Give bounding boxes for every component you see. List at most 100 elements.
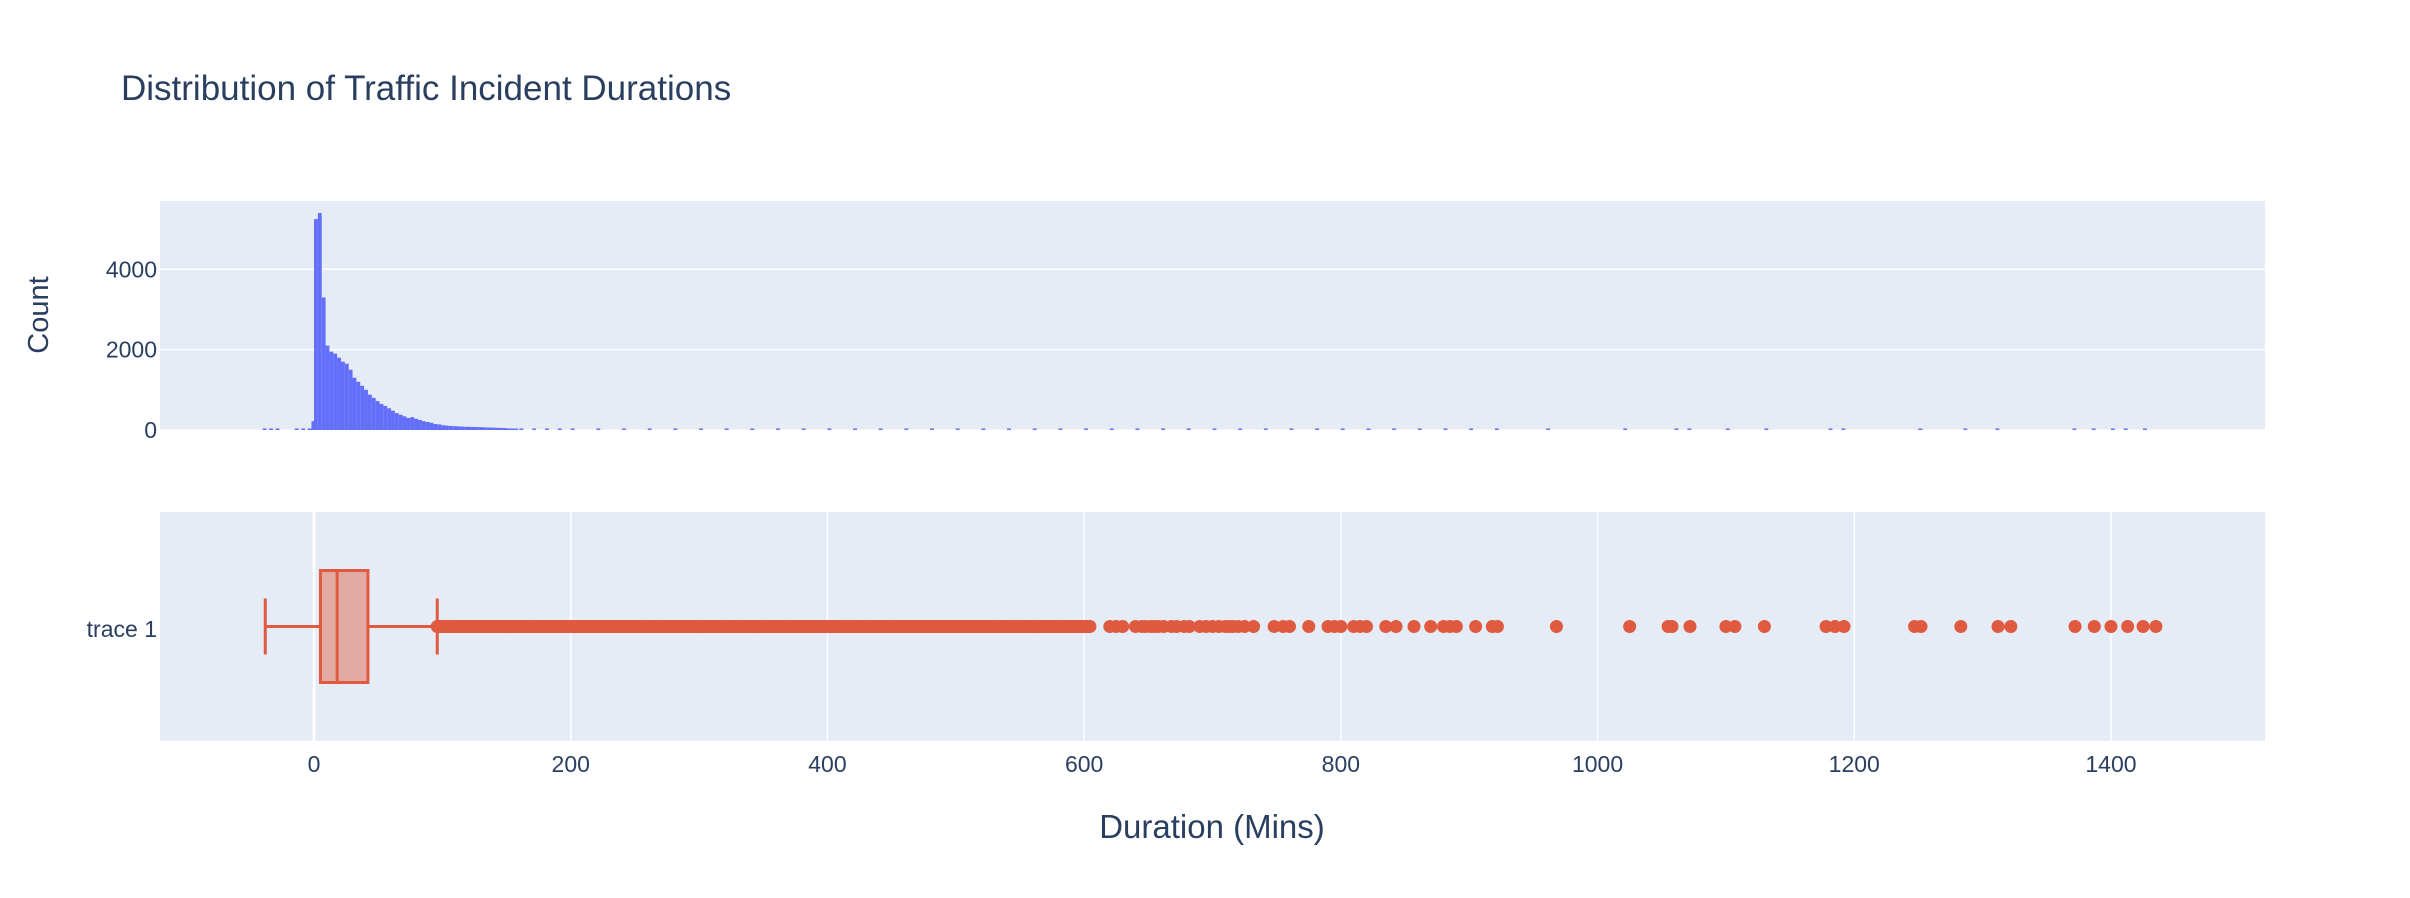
histogram-bar — [314, 219, 318, 430]
outlier-point — [1469, 620, 1483, 633]
histogram-bar — [776, 428, 780, 430]
outlier-point — [1719, 620, 1733, 633]
x-tick-label: 200 — [552, 751, 590, 777]
histogram-bar — [456, 426, 461, 430]
box-plot — [263, 569, 439, 684]
outlier-point — [1334, 620, 1348, 633]
histogram-bar — [570, 428, 575, 430]
histogram-bar — [348, 369, 353, 430]
outlier-point — [1182, 620, 1196, 633]
histogram-bar — [1918, 428, 1923, 430]
histogram-bar — [1340, 428, 1345, 430]
histogram-bar — [1161, 428, 1166, 430]
outlier-point — [2068, 620, 2082, 633]
histogram-bar — [647, 428, 652, 430]
outlier-point — [1083, 620, 1097, 633]
histogram-bar — [510, 428, 515, 430]
y-tick-label: 2000 — [106, 337, 157, 363]
histogram-bar — [1186, 428, 1191, 430]
histogram-bar — [699, 428, 703, 430]
y-tick-label: 0 — [144, 417, 157, 443]
histogram-bar — [444, 425, 449, 430]
histogram-bar — [269, 428, 273, 430]
box-trace-label: trace 1 — [87, 616, 157, 642]
histogram-bar — [398, 414, 403, 430]
histogram-bar — [498, 427, 503, 430]
x-tick-label: 1000 — [1572, 751, 1623, 777]
histogram-bar — [2072, 428, 2077, 430]
histogram-bar — [329, 351, 334, 430]
outlier-point — [1728, 620, 1742, 633]
histogram-bar — [307, 428, 312, 430]
histogram-bar — [2123, 428, 2128, 430]
histogram-plot-area — [160, 201, 2265, 430]
outlier-point — [1757, 620, 1771, 633]
histogram-bar — [487, 427, 492, 430]
histogram-bar — [383, 405, 388, 430]
histogram-bar — [321, 297, 326, 430]
histogram-bar — [514, 428, 519, 430]
histogram-bar — [724, 428, 729, 430]
histogram-bar — [394, 413, 399, 430]
histogram-bar — [325, 345, 330, 430]
histogram-bar — [502, 427, 507, 430]
outlier-point — [2149, 620, 2163, 633]
outlier-point — [1449, 620, 1463, 633]
histogram-bar — [379, 403, 384, 430]
histogram-bar — [1469, 428, 1474, 430]
histogram-bar — [311, 421, 316, 430]
histogram-bar — [275, 428, 280, 430]
outlier-point — [2004, 620, 2018, 633]
histogram-bar — [301, 428, 306, 430]
histogram-bar — [1828, 428, 1833, 430]
histogram-bar — [352, 377, 357, 430]
outlier-point — [1238, 620, 1252, 633]
histogram-bar — [1443, 428, 1448, 430]
histogram-bar — [410, 417, 415, 430]
histogram-bar — [414, 418, 418, 430]
histogram-bar — [483, 427, 488, 430]
histogram-bar — [391, 410, 395, 430]
histogram-bar — [417, 419, 422, 430]
box-iqr — [318, 569, 370, 684]
histogram-panel: 0 2000 4000 Count — [23, 201, 2265, 443]
histogram-bar — [402, 416, 407, 430]
histogram-bar — [557, 428, 562, 430]
histogram-bar — [1417, 428, 1422, 430]
histogram-bar — [387, 408, 392, 430]
outlier-point — [1819, 620, 1833, 633]
histogram-bar — [545, 428, 549, 430]
histogram-bar — [1109, 428, 1114, 430]
histogram-bar — [596, 428, 601, 430]
outlier-point — [1828, 620, 1842, 633]
histogram-y-axis-label: Count — [23, 276, 55, 353]
histogram-bar — [460, 426, 465, 430]
histogram-bar — [433, 423, 438, 430]
outlier-point — [1837, 620, 1851, 633]
histogram-bar — [468, 426, 472, 430]
histogram-bar — [1623, 428, 1628, 430]
histogram-bar — [1032, 428, 1037, 430]
outlier-point — [1683, 620, 1697, 633]
histogram-bar — [1007, 428, 1011, 430]
x-tick-label: 400 — [808, 751, 846, 777]
box-outliers — [430, 620, 2163, 633]
histogram-bar — [1392, 428, 1397, 430]
histogram-bar — [491, 427, 496, 430]
histogram-bar — [475, 427, 480, 430]
histogram-bar — [406, 417, 411, 430]
outlier-point — [1914, 620, 1928, 633]
histogram-bar — [1238, 428, 1243, 430]
histogram-bar — [532, 428, 537, 430]
histogram-bar — [930, 428, 934, 430]
histogram-bar — [464, 426, 469, 430]
outlier-point — [1424, 620, 1438, 633]
outlier-point — [1283, 620, 1297, 633]
histogram-bar — [360, 385, 365, 430]
histogram-bar — [2091, 428, 2096, 430]
outlier-point — [2087, 620, 2101, 633]
outlier-point — [2104, 620, 2118, 633]
outlier-point — [1623, 620, 1637, 633]
x-axis-label: Duration (Mins) — [1099, 808, 1325, 845]
histogram-bar — [1315, 428, 1320, 430]
